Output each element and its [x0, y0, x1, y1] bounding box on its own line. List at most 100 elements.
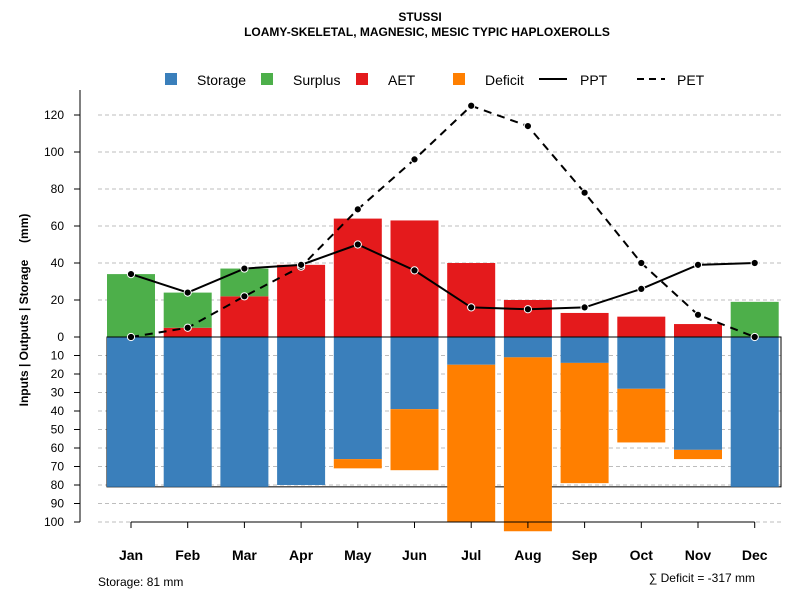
bar-storage-oct — [617, 337, 666, 389]
bar-deficit-jun — [390, 409, 439, 471]
legend-ppt-label: PPT — [580, 72, 608, 88]
y-tick-label: 20 — [51, 367, 65, 381]
bar-storage-aug — [503, 337, 552, 358]
bar-aet-sep — [560, 312, 609, 337]
legend-surplus-label: Surplus — [293, 72, 340, 88]
bar-storage-feb — [163, 337, 212, 487]
y-tick-label: 60 — [51, 219, 65, 233]
pet-point-feb — [183, 323, 192, 332]
x-tick-label-oct: Oct — [630, 547, 654, 563]
y-tick-label: 40 — [51, 404, 65, 418]
bar-aet-jun — [390, 220, 439, 337]
footer-storage: Storage: 81 mm — [98, 575, 183, 589]
y-tick-label: 80 — [51, 478, 65, 492]
y-tick-label: 100 — [44, 515, 64, 529]
bar-storage-sep — [560, 337, 609, 363]
pet-point-dec — [750, 332, 759, 342]
bar-deficit-sep — [560, 362, 609, 484]
chart-subtitle: LOAMY-SKELETAL, MAGNESIC, MESIC TYPIC HA… — [244, 25, 610, 39]
pet-point-aug — [523, 122, 533, 131]
legend-pet-label: PET — [677, 72, 705, 88]
pet-point-jun — [410, 155, 419, 164]
footer-deficit-sum: ∑ Deficit = -317 mm — [649, 571, 755, 585]
bar-storage-nov — [674, 337, 722, 450]
bar-aet-mar — [220, 296, 269, 337]
ppt-point-feb — [183, 288, 192, 297]
bar-aet-apr — [277, 264, 326, 337]
y-tick-label: 120 — [44, 108, 64, 122]
bar-storage-jan — [107, 337, 155, 487]
x-tick-label-jul: Jul — [461, 547, 481, 563]
x-tick-label-dec: Dec — [742, 547, 768, 563]
ppt-point-mar — [240, 264, 249, 273]
x-tick-label-aug: Aug — [514, 547, 541, 563]
x-tick-label-jun: Jun — [402, 547, 427, 563]
legend-deficit-label: Deficit — [485, 72, 524, 88]
bar-storage-mar — [220, 337, 269, 487]
legend-surplus-swatch — [261, 73, 273, 85]
y-axis-label: Inputs | Outputs | Storage (mm) — [17, 214, 31, 407]
bar-deficit-may — [333, 459, 382, 469]
bar-deficit-aug — [503, 357, 552, 532]
x-tick-label-jan: Jan — [119, 547, 143, 563]
pet-point-mar — [240, 292, 249, 301]
axes: 0 20 40 60 80 100 120 10 20 30 40 50 60 70 80 90 100 Jan F… — [44, 90, 768, 563]
ppt-point-jul — [467, 303, 476, 312]
legend-aet-swatch — [356, 73, 368, 85]
x-tick-label-may: May — [344, 547, 371, 563]
ppt-point-nov — [693, 260, 703, 269]
legend: Storage Surplus AET Deficit PPT PET — [165, 72, 705, 88]
bar-surplus-jan — [107, 274, 155, 337]
ppt-point-apr — [297, 260, 306, 269]
chart-title: STUSSI — [398, 10, 441, 24]
y-tick-label: 10 — [51, 349, 65, 363]
legend-deficit-swatch — [453, 73, 465, 85]
ppt-point-may — [353, 240, 362, 249]
bar-aet-oct — [617, 316, 666, 337]
bars — [106, 218, 782, 532]
ppt-point-dec — [750, 258, 759, 268]
y-tick-label: 30 — [51, 386, 65, 400]
bar-storage-jul — [447, 337, 496, 365]
y-tick-label: 50 — [51, 423, 65, 437]
x-tick-label-mar: Mar — [232, 547, 257, 563]
bar-storage-dec — [730, 337, 779, 487]
ppt-point-sep — [580, 303, 589, 312]
pet-point-oct — [637, 258, 646, 268]
bar-surplus-feb — [163, 292, 212, 328]
y-tick-label: 20 — [51, 293, 65, 307]
bar-storage-jun — [390, 337, 439, 410]
ppt-point-aug — [523, 305, 533, 314]
pet-point-may — [353, 205, 362, 214]
y-tick-label: 100 — [44, 145, 64, 159]
bar-aet-jul — [447, 263, 496, 337]
bar-surplus-dec — [730, 301, 779, 337]
pet-line — [130, 104, 756, 338]
x-tick-label-apr: Apr — [289, 547, 314, 563]
x-tick-label-feb: Feb — [175, 547, 200, 563]
y-tick-label: 0 — [57, 330, 64, 344]
ppt-point-jun — [410, 266, 419, 275]
x-tick-label-nov: Nov — [685, 547, 712, 563]
y-tick-label: 40 — [51, 256, 65, 270]
pet-point-jan — [126, 332, 136, 342]
bar-deficit-oct — [617, 388, 666, 443]
bar-deficit-nov — [674, 449, 722, 460]
ppt-line — [130, 243, 755, 311]
grid — [98, 114, 781, 523]
legend-storage-swatch — [165, 73, 177, 85]
bar-aet-feb — [163, 327, 212, 337]
bar-storage-may — [333, 337, 382, 460]
y-tick-label: 80 — [51, 182, 65, 196]
bar-aet-may — [333, 218, 382, 337]
pet-point-nov — [693, 310, 703, 319]
pet-point-jul — [467, 101, 476, 110]
legend-aet-label: AET — [388, 72, 416, 88]
y-tick-label: 90 — [51, 497, 65, 511]
y-tick-label: 60 — [51, 441, 65, 455]
y-tick-label: 70 — [51, 460, 65, 474]
bar-deficit-jul — [447, 364, 496, 522]
legend-storage-label: Storage — [197, 72, 246, 88]
bar-storage-apr — [277, 337, 326, 485]
